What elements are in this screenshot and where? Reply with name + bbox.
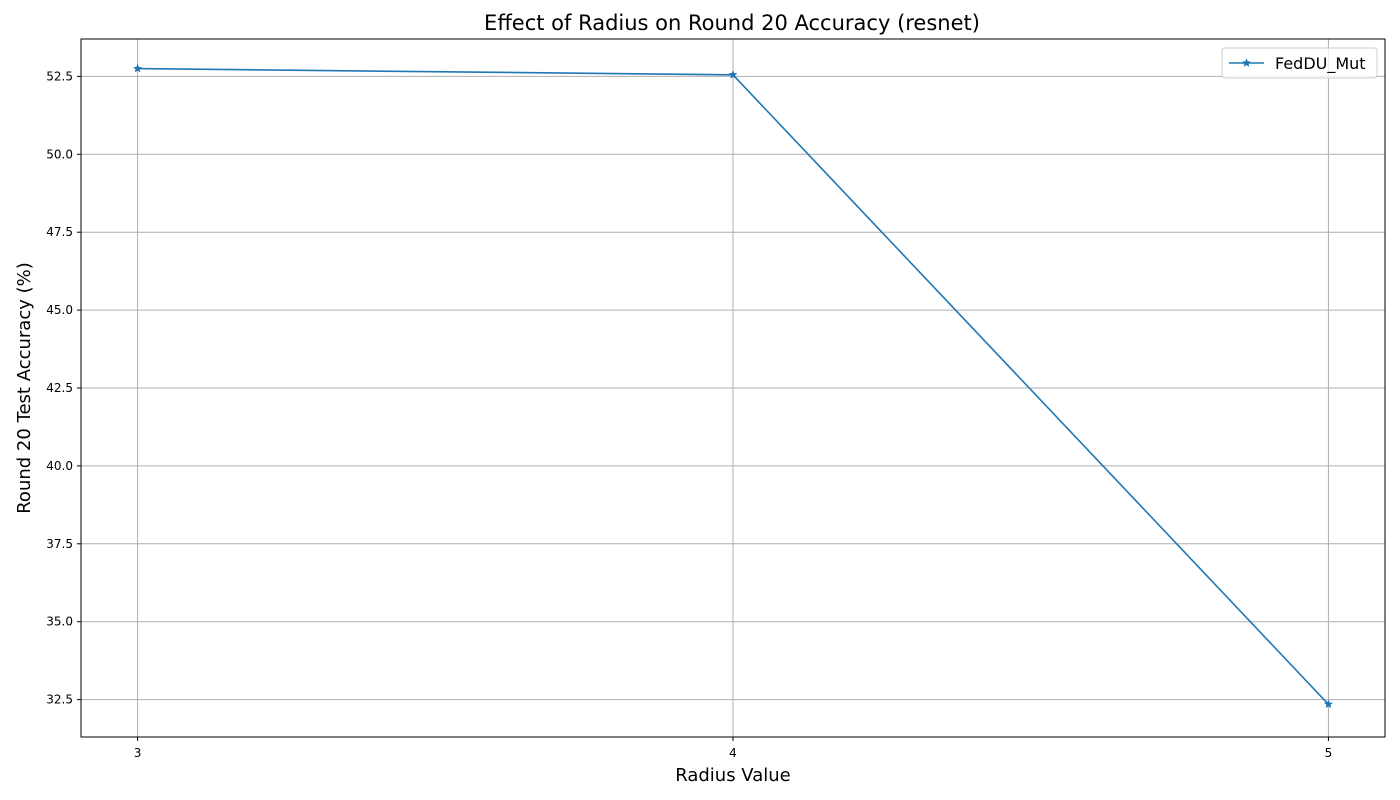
y-tick-label: 45.0 xyxy=(46,303,73,317)
data-point xyxy=(1323,699,1334,709)
y-tick-label: 35.0 xyxy=(46,615,73,629)
y-tick-label: 40.0 xyxy=(46,459,73,473)
y-tick-label: 52.5 xyxy=(46,69,73,83)
y-tick-label: 50.0 xyxy=(46,147,73,161)
legend-frame xyxy=(1221,47,1378,79)
data-point xyxy=(132,63,143,73)
legend: FedDU_Mut xyxy=(1221,47,1378,79)
legend-marker-swatch xyxy=(1241,58,1252,67)
x-tick-label: 4 xyxy=(729,746,737,760)
y-tick-label: 42.5 xyxy=(46,381,73,395)
y-tick-label: 32.5 xyxy=(46,693,73,707)
legend-label: FedDU_Mut xyxy=(1275,54,1366,74)
plot-frame xyxy=(80,38,1386,738)
data-point xyxy=(728,69,738,79)
grid xyxy=(81,39,1385,737)
y-tick-label: 37.5 xyxy=(46,537,73,551)
axes: 3 4 5 32.5 35.0 37.5 40.0 42.5 45.0 47.5 50.0 52.5 xyxy=(46,69,1332,760)
x-axis-label: Radius Value xyxy=(675,765,791,786)
series xyxy=(132,63,1334,709)
chart-title: Effect of Radius on Round 20 Accuracy (r… xyxy=(484,11,980,35)
y-tick-label: 47.5 xyxy=(46,225,73,239)
x-tick-label: 5 xyxy=(1325,746,1333,760)
y-axis-label: Round 20 Test Accuracy (%) xyxy=(14,262,35,514)
x-tick-label: 3 xyxy=(134,746,142,760)
